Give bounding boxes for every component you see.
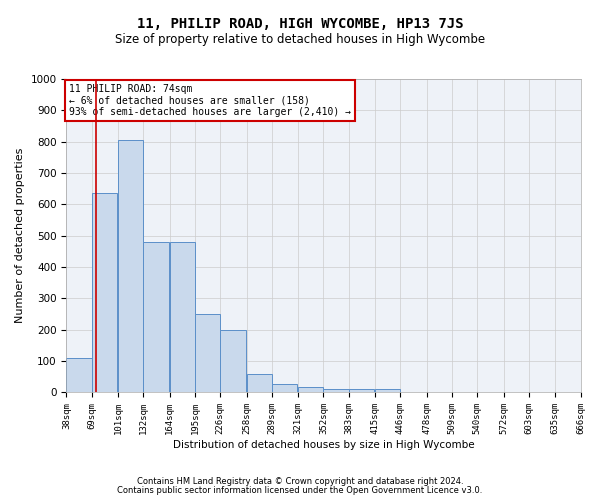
Bar: [220, 330, 245, 392]
Text: Contains public sector information licensed under the Open Government Licence v3: Contains public sector information licen…: [118, 486, 482, 495]
Text: 11 PHILIP ROAD: 74sqm
← 6% of detached houses are smaller (158)
93% of semi-deta: 11 PHILIP ROAD: 74sqm ← 6% of detached h…: [69, 84, 351, 117]
Bar: [118, 140, 143, 392]
Bar: [323, 388, 349, 392]
Bar: [349, 390, 374, 392]
Bar: [170, 242, 195, 392]
Bar: [298, 387, 323, 392]
Y-axis label: Number of detached properties: Number of detached properties: [15, 148, 25, 324]
Text: 11, PHILIP ROAD, HIGH WYCOMBE, HP13 7JS: 11, PHILIP ROAD, HIGH WYCOMBE, HP13 7JS: [137, 18, 463, 32]
Bar: [195, 314, 220, 392]
Bar: [375, 390, 400, 392]
Bar: [92, 194, 117, 392]
X-axis label: Distribution of detached houses by size in High Wycombe: Distribution of detached houses by size …: [173, 440, 474, 450]
Bar: [247, 374, 272, 392]
Text: Contains HM Land Registry data © Crown copyright and database right 2024.: Contains HM Land Registry data © Crown c…: [137, 477, 463, 486]
Text: Size of property relative to detached houses in High Wycombe: Size of property relative to detached ho…: [115, 32, 485, 46]
Bar: [67, 358, 92, 392]
Bar: [272, 384, 297, 392]
Bar: [143, 242, 169, 392]
